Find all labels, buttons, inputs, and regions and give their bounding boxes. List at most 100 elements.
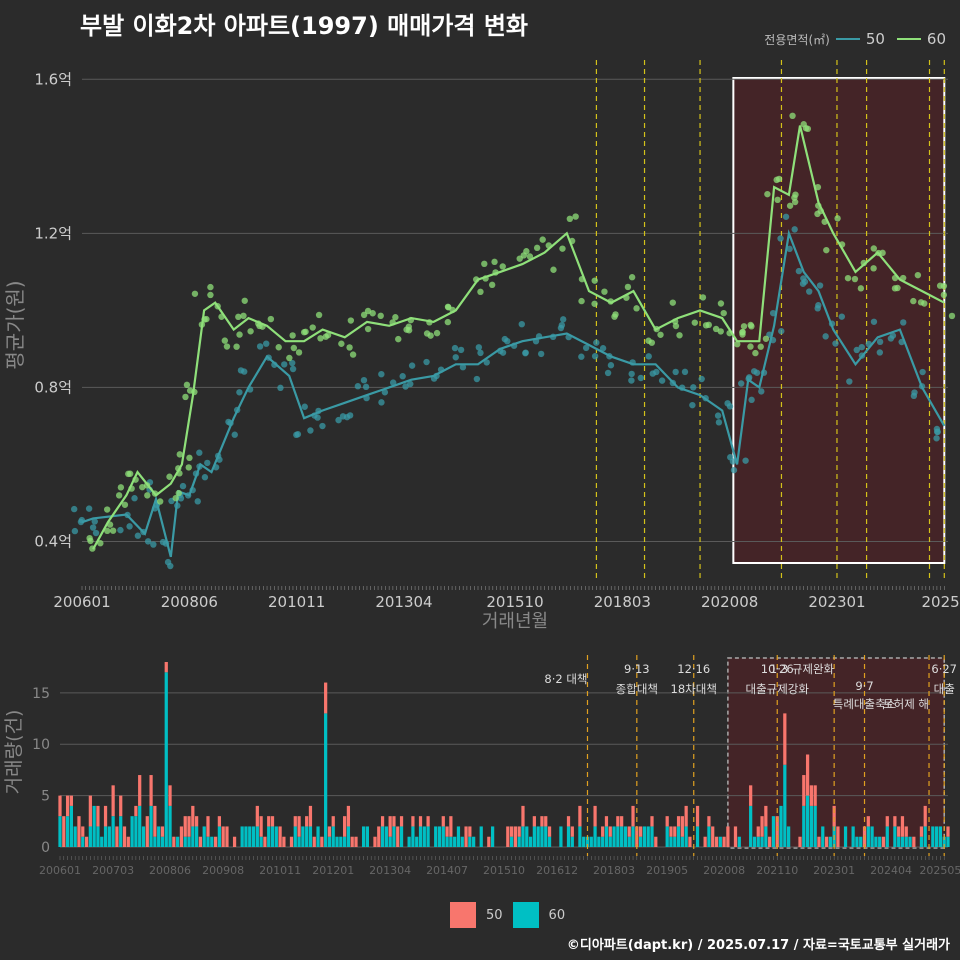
scatter-point-50 (933, 425, 941, 433)
scatter-point-50 (134, 532, 142, 539)
scatter-point-60 (247, 328, 254, 335)
policy-label-name: 18차대책 (671, 682, 717, 696)
bar-60 (593, 826, 597, 847)
bar-50 (813, 785, 817, 806)
bar-60 (437, 826, 442, 847)
scatter-point-60 (791, 198, 799, 206)
scatter-point-60 (87, 537, 94, 545)
scatter-point-60 (444, 318, 452, 326)
scatter-point-60 (477, 288, 484, 296)
bar-50 (722, 836, 726, 847)
scatter-point-50 (778, 327, 785, 335)
bar-60 (805, 795, 810, 847)
scatter-point-60 (834, 215, 841, 222)
scatter-point-50 (360, 376, 368, 384)
x-tick-label-volume: 202110 (756, 864, 798, 877)
bar-50 (760, 816, 764, 837)
scatter-point-60 (104, 527, 111, 535)
bar-60 (756, 836, 760, 847)
bar-50 (604, 816, 609, 827)
bar-60 (771, 816, 776, 847)
bar-50 (103, 805, 108, 827)
x-tick-label-volume: 201612 (536, 864, 578, 877)
scatter-point-50 (814, 305, 821, 312)
bar-50 (726, 826, 730, 847)
bar-60 (331, 826, 335, 847)
scatter-point-50 (381, 389, 389, 396)
bar-50 (343, 816, 347, 837)
scatter-point-60 (633, 305, 640, 312)
scatter-point-50 (822, 333, 829, 340)
bar-60 (88, 826, 92, 847)
policy-label-name: 대출 (934, 682, 955, 696)
scatter-point-50 (289, 359, 296, 367)
bar-60 (297, 836, 301, 847)
bar-50 (468, 826, 472, 837)
bar-50 (88, 795, 92, 827)
bar-60 (441, 826, 445, 847)
scatter-point-60 (207, 291, 214, 299)
scatter-point-60 (427, 332, 434, 339)
bar-50 (544, 816, 548, 827)
scatter-point-60 (739, 329, 746, 336)
scatter-point-60 (309, 324, 316, 331)
x-tick-label-volume: 202505 (919, 864, 960, 877)
bar-50 (153, 805, 157, 837)
bar-60 (547, 836, 552, 847)
scatter-point-60 (221, 337, 229, 344)
scatter-point-50 (459, 364, 467, 371)
policy-label: 토허제 해 (883, 697, 929, 711)
scatter-point-60 (295, 349, 303, 356)
bar-50 (198, 836, 203, 847)
bar-60 (585, 836, 590, 847)
bar-60 (130, 816, 134, 847)
scatter-point-60 (591, 300, 598, 307)
bar-60 (244, 826, 248, 847)
legend-bottom: 50 60 (450, 902, 565, 928)
scatter-point-60 (267, 315, 275, 323)
bar-60 (787, 826, 791, 847)
policy-label-name: 종합대책 (616, 682, 658, 696)
scatter-point-60 (241, 297, 248, 304)
scatter-point-50 (77, 518, 85, 526)
scatter-point-60 (802, 124, 810, 132)
scatter-point-50 (452, 354, 459, 361)
highlight-box-volume (727, 657, 945, 849)
scatter-point-50 (236, 389, 243, 396)
bar-60 (305, 826, 309, 847)
bar-60 (248, 826, 252, 847)
bar-60 (676, 826, 681, 847)
scatter-point-50 (177, 495, 185, 502)
bar-50 (65, 795, 70, 817)
scatter-point-60 (481, 260, 488, 268)
y-tick-label-volume: 10 (32, 737, 50, 753)
bar-60 (267, 826, 271, 847)
scatter-point-50 (737, 380, 745, 387)
bar-60 (536, 826, 540, 847)
bar-50 (282, 836, 286, 847)
scatter-point-60 (349, 351, 357, 358)
y-tick-label-volume: 15 (32, 686, 50, 702)
scatter-point-50 (658, 377, 666, 384)
bar-60 (58, 816, 62, 847)
scatter-point-50 (301, 403, 308, 410)
bar-60 (737, 836, 741, 847)
y-tick-label: 0.4억 (34, 532, 72, 550)
bar-60 (749, 805, 753, 847)
scatter-point-60 (233, 343, 240, 350)
chart-title: 부발 이화2차 아파트(1997) 매매가격 변화 (80, 12, 528, 40)
bar-50 (923, 805, 927, 827)
bar-60 (240, 826, 244, 847)
scatter-point-60 (601, 288, 608, 295)
y-tick-label-volume: 0 (41, 840, 50, 856)
bar-50 (134, 805, 138, 817)
bar-50 (749, 785, 753, 806)
bar-60 (153, 836, 157, 847)
bar-50 (81, 826, 85, 837)
bar-50 (817, 836, 821, 847)
policy-label-date: 12·16 (677, 662, 710, 676)
scatter-point-50 (378, 370, 385, 378)
scatter-point-60 (645, 337, 652, 344)
scatter-point-50 (167, 562, 174, 570)
bar-60 (665, 826, 669, 847)
